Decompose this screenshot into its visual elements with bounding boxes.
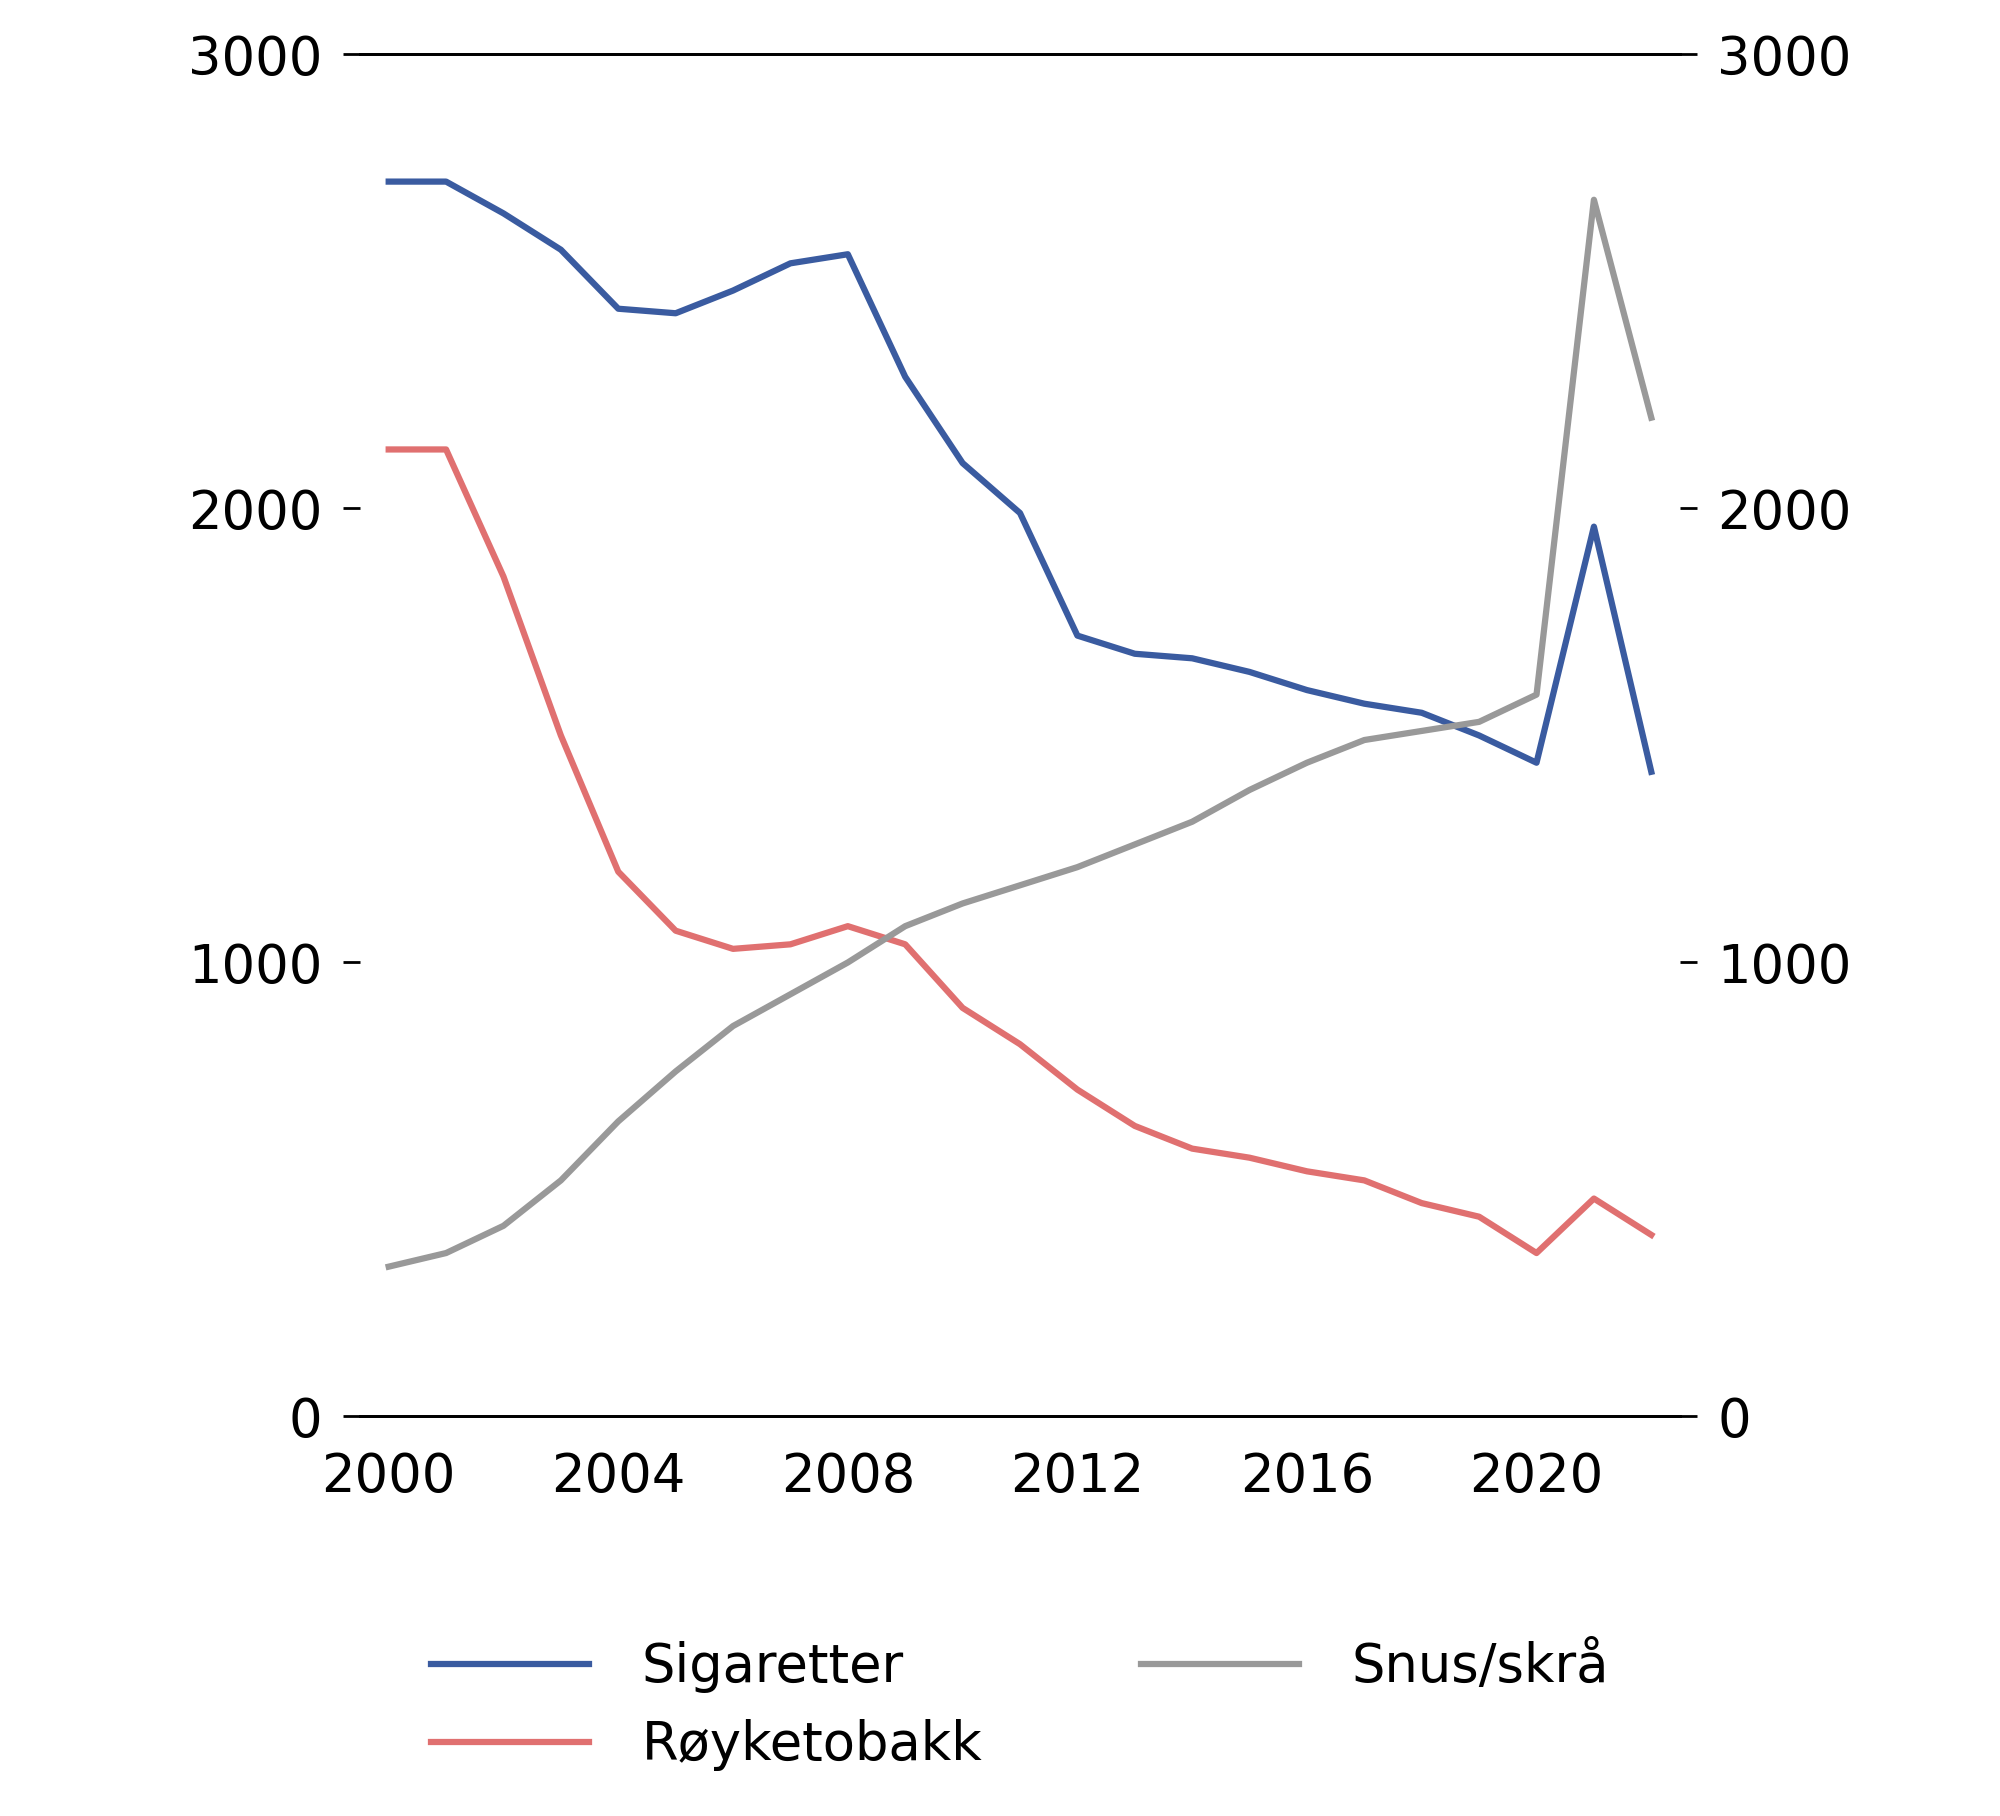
Snus/skrå (606, 1111, 630, 1133)
Snus/skrå (1524, 685, 1548, 706)
Sigaretter (434, 171, 458, 192)
Sigaretter (1410, 703, 1434, 725)
Snus/skrå (548, 1170, 572, 1191)
Snus/skrå (950, 892, 974, 913)
Røyketobakk (950, 997, 974, 1019)
Snus/skrå (836, 952, 860, 973)
Røyketobakk (1410, 1193, 1434, 1215)
Snus/skrå (1352, 730, 1376, 752)
Sigaretter (376, 171, 400, 192)
Røyketobakk (664, 919, 688, 941)
Røyketobakk (548, 725, 572, 746)
Snus/skrå (1582, 189, 1606, 211)
Sigaretter (894, 367, 918, 389)
Snus/skrå (1410, 719, 1434, 741)
Sigaretter (1122, 643, 1146, 665)
Snus/skrå (434, 1242, 458, 1264)
Line: Sigaretter: Sigaretter (388, 182, 1652, 772)
Snus/skrå (894, 915, 918, 937)
Sigaretter (1180, 648, 1204, 670)
Sigaretter (1008, 503, 1032, 525)
Røyketobakk (1122, 1115, 1146, 1137)
Snus/skrå (1122, 834, 1146, 855)
Snus/skrå (664, 1061, 688, 1082)
Line: Røyketobakk: Røyketobakk (388, 450, 1652, 1253)
Sigaretter (1238, 661, 1262, 683)
Røyketobakk (1352, 1170, 1376, 1191)
Røyketobakk (722, 937, 746, 959)
Snus/skrå (1180, 812, 1204, 834)
Sigaretter (1294, 679, 1318, 701)
Sigaretter (1352, 692, 1376, 714)
Snus/skrå (722, 1015, 746, 1037)
Røyketobakk (1640, 1224, 1664, 1246)
Snus/skrå (1066, 857, 1090, 879)
Snus/skrå (1640, 407, 1664, 429)
Snus/skrå (492, 1215, 516, 1237)
Røyketobakk (606, 861, 630, 883)
Sigaretter (1066, 625, 1090, 646)
Sigaretter (836, 243, 860, 265)
Snus/skrå (376, 1257, 400, 1278)
Røyketobakk (1238, 1148, 1262, 1170)
Røyketobakk (1468, 1206, 1492, 1228)
Røyketobakk (376, 439, 400, 461)
Sigaretter (1582, 516, 1606, 538)
Røyketobakk (778, 933, 802, 955)
Sigaretter (1524, 752, 1548, 774)
Sigaretter (492, 202, 516, 223)
Sigaretter (1468, 725, 1492, 746)
Røyketobakk (1066, 1079, 1090, 1100)
Røyketobakk (492, 567, 516, 588)
Sigaretter (606, 298, 630, 320)
Sigaretter (722, 280, 746, 301)
Røyketobakk (836, 915, 860, 937)
Røyketobakk (894, 933, 918, 955)
Snus/skrå (1294, 752, 1318, 774)
Røyketobakk (1180, 1137, 1204, 1160)
Sigaretter (1640, 761, 1664, 783)
Røyketobakk (434, 439, 458, 461)
Sigaretter (664, 303, 688, 325)
Snus/skrå (1468, 710, 1492, 732)
Røyketobakk (1524, 1242, 1548, 1264)
Sigaretter (950, 452, 974, 474)
Snus/skrå (778, 984, 802, 1006)
Legend: Sigaretter, Røyketobakk, Snus/skrå: Sigaretter, Røyketobakk, Snus/skrå (410, 1620, 1630, 1792)
Røyketobakk (1582, 1188, 1606, 1209)
Røyketobakk (1294, 1160, 1318, 1182)
Snus/skrå (1008, 875, 1032, 897)
Snus/skrå (1238, 779, 1262, 801)
Sigaretter (778, 252, 802, 274)
Sigaretter (548, 238, 572, 260)
Line: Snus/skrå: Snus/skrå (388, 200, 1652, 1268)
Røyketobakk (1008, 1033, 1032, 1055)
